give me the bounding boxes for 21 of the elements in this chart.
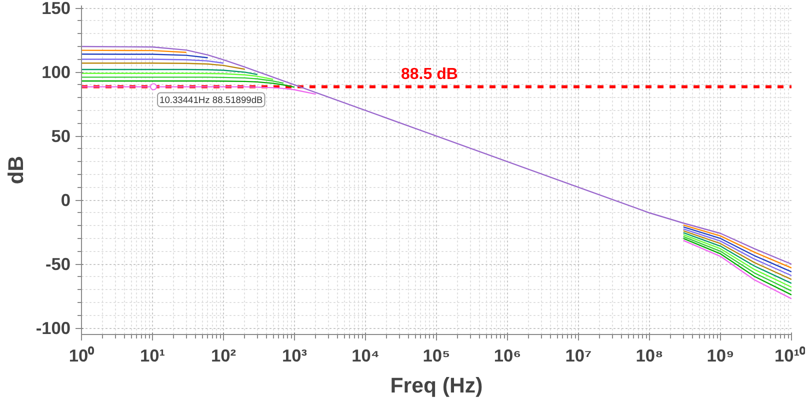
y-tick-label: 50 (51, 126, 71, 146)
y-tick-label: 0 (60, 190, 71, 210)
x-tick-label: 10⁵ (422, 346, 450, 366)
x-tick-label: 10⁸ (636, 346, 664, 366)
ref-line-label: 88.5 dB (401, 66, 458, 83)
y-tick-label: 100 (42, 62, 71, 82)
x-tick-label: 10⁷ (565, 346, 592, 366)
annotation: 10.33441Hz 88.51899dB (160, 94, 263, 105)
x-tick-label: 10⁴ (352, 346, 380, 366)
y-tick-label: 150 (42, 0, 71, 18)
x-tick-label: 10⁶ (494, 346, 522, 366)
y-tick-label: -100 (36, 318, 71, 338)
y-axis-title: dB (4, 156, 28, 184)
x-tick-label: 10¹ (140, 346, 166, 366)
x-tick-label: 10³ (282, 346, 308, 366)
y-tick-label: -50 (45, 254, 70, 274)
x-tick-label: 10¹⁰ (774, 346, 806, 366)
x-tick-label: 10⁰ (68, 346, 96, 366)
x-tick-label: 10⁹ (706, 346, 734, 366)
x-axis-title: Freq (Hz) (390, 374, 483, 398)
x-tick-label: 10² (210, 346, 236, 366)
